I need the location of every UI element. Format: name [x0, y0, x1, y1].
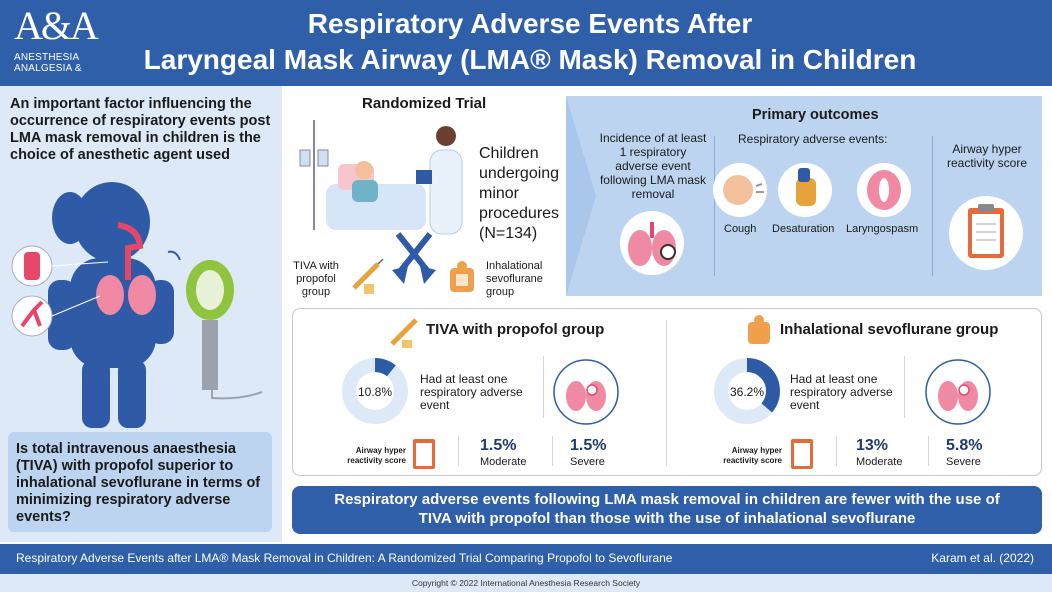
divider — [928, 436, 929, 466]
tiva-severe-value: 1.5% — [570, 437, 607, 454]
sevo-donut-fill — [714, 358, 780, 424]
tiva-airway-label: Airway hyper reactivity score — [347, 446, 406, 465]
logo-name-2: ANALGESIA & — [14, 63, 82, 74]
sevo-group-title: Inhalational sevoflurane group — [780, 321, 999, 338]
copyright-text: Copyright © 2022 International Anesthesi… — [0, 574, 1052, 592]
divider — [543, 356, 544, 418]
title-line-2: Laryngeal Mask Airway (LMA® Mask) Remova… — [143, 44, 917, 75]
divider — [932, 136, 933, 276]
title-line-1: Respiratory Adverse Events After — [307, 8, 753, 39]
journal-logo: A&A ANESTHESIA ANALGESIA & — [14, 6, 100, 78]
child-illustration — [11, 182, 263, 428]
tiva-event-text: Had at least one respiratory adverse eve… — [420, 372, 523, 412]
tiva-moderate-value: 1.5% — [480, 437, 517, 454]
divider — [552, 436, 553, 466]
clipboard-icon — [413, 439, 435, 469]
lungs-icon — [553, 359, 619, 425]
resp-events-heading: Respiratory adverse events: — [738, 132, 888, 146]
tiva-donut-chart — [342, 358, 408, 424]
sevo-percent: 36.2% — [730, 385, 765, 399]
trial-illustration — [299, 120, 463, 235]
tiva-group-title: TIVA with propofol group — [426, 321, 605, 338]
header-banner: A&A ANESTHESIA ANALGESIA & Respiratory A… — [0, 0, 1052, 86]
vaporizer-icon — [748, 315, 770, 344]
children-count: Children undergoing minor procedures (N=… — [479, 145, 560, 242]
conclusion-line-2: TIVA with propofol than those with the u… — [418, 510, 916, 527]
divider — [904, 356, 905, 418]
conclusion-banner: Respiratory adverse events following LMA… — [292, 486, 1042, 534]
lungs-icon — [925, 359, 991, 425]
sevo-donut-chart — [714, 358, 780, 424]
tiva-moderate-label: Moderate — [480, 456, 527, 468]
syringe-icon — [352, 258, 384, 294]
intro-text: An important factor influencing the occu… — [10, 96, 271, 163]
panel-chevron — [566, 96, 596, 296]
cough-label: Cough — [724, 223, 757, 235]
conclusion-line-1: Respiratory adverse events following LMA… — [334, 491, 1000, 508]
tiva-group-label: TIVA with propofol group — [293, 260, 339, 298]
hospital-bed-icon — [326, 161, 426, 230]
lma-mask-icon — [186, 260, 263, 400]
syringe-icon — [390, 318, 418, 348]
sevoflurane-group-label: Inhalational sevoflurane group — [486, 260, 543, 298]
desaturation-label: Desaturation — [772, 223, 835, 235]
randomize-arrows-icon — [392, 232, 436, 284]
primary-outcomes-heading: Primary outcomes — [752, 107, 879, 123]
hyper-reactivity-heading: Airway hyper reactivity score — [946, 142, 1028, 170]
doctor-icon — [416, 126, 463, 235]
lungs-magnify-icon — [620, 211, 684, 275]
research-question: Is total intravenous anaesthesia (TIVA) … — [8, 432, 272, 532]
arrow-icon — [167, 250, 181, 261]
sevo-moderate-value: 13% — [856, 437, 889, 454]
sevo-severe-label: Severe — [946, 456, 981, 468]
divider — [836, 436, 837, 466]
clipboard-icon — [791, 439, 813, 469]
tiva-donut-fill — [342, 358, 408, 424]
tiva-severe-label: Severe — [570, 456, 605, 468]
tiva-percent: 10.8% — [358, 385, 393, 399]
laryngospasm-icon — [857, 163, 911, 217]
sevo-airway-label: Airway hyper reactivity score — [723, 446, 782, 465]
iv-drip-icon — [299, 120, 329, 230]
divider — [714, 136, 715, 276]
logo-name-1: ANESTHESIA — [14, 52, 80, 63]
logo-mark: A&A — [14, 3, 99, 48]
sevo-event-text: Had at least one respiratory adverse eve… — [790, 372, 893, 412]
laryngospasm-label: Laryngospasm — [846, 223, 919, 235]
vaporizer-icon — [450, 261, 474, 292]
divider — [458, 436, 459, 466]
incidence-text: Incidence of at least 1 respiratory adve… — [599, 131, 707, 201]
footer-bar: Respiratory Adverse Events after LMA® Ma… — [0, 544, 1052, 574]
page-title: Respiratory Adverse Events After Larynge… — [110, 6, 950, 78]
sevo-moderate-label: Moderate — [856, 456, 903, 468]
clipboard-icon — [949, 196, 1023, 270]
desaturation-icon — [778, 163, 832, 217]
divider — [666, 320, 667, 466]
trial-heading: Randomized Trial — [362, 95, 487, 112]
bronchi-zoom-icon — [11, 295, 53, 337]
citation-text: Respiratory Adverse Events after LMA® Ma… — [16, 551, 673, 565]
larynx-zoom-icon — [11, 245, 53, 287]
cough-icon — [713, 163, 767, 217]
sevo-severe-value: 5.8% — [946, 437, 983, 454]
author-citation: Karam et al. (2022) — [931, 551, 1034, 565]
